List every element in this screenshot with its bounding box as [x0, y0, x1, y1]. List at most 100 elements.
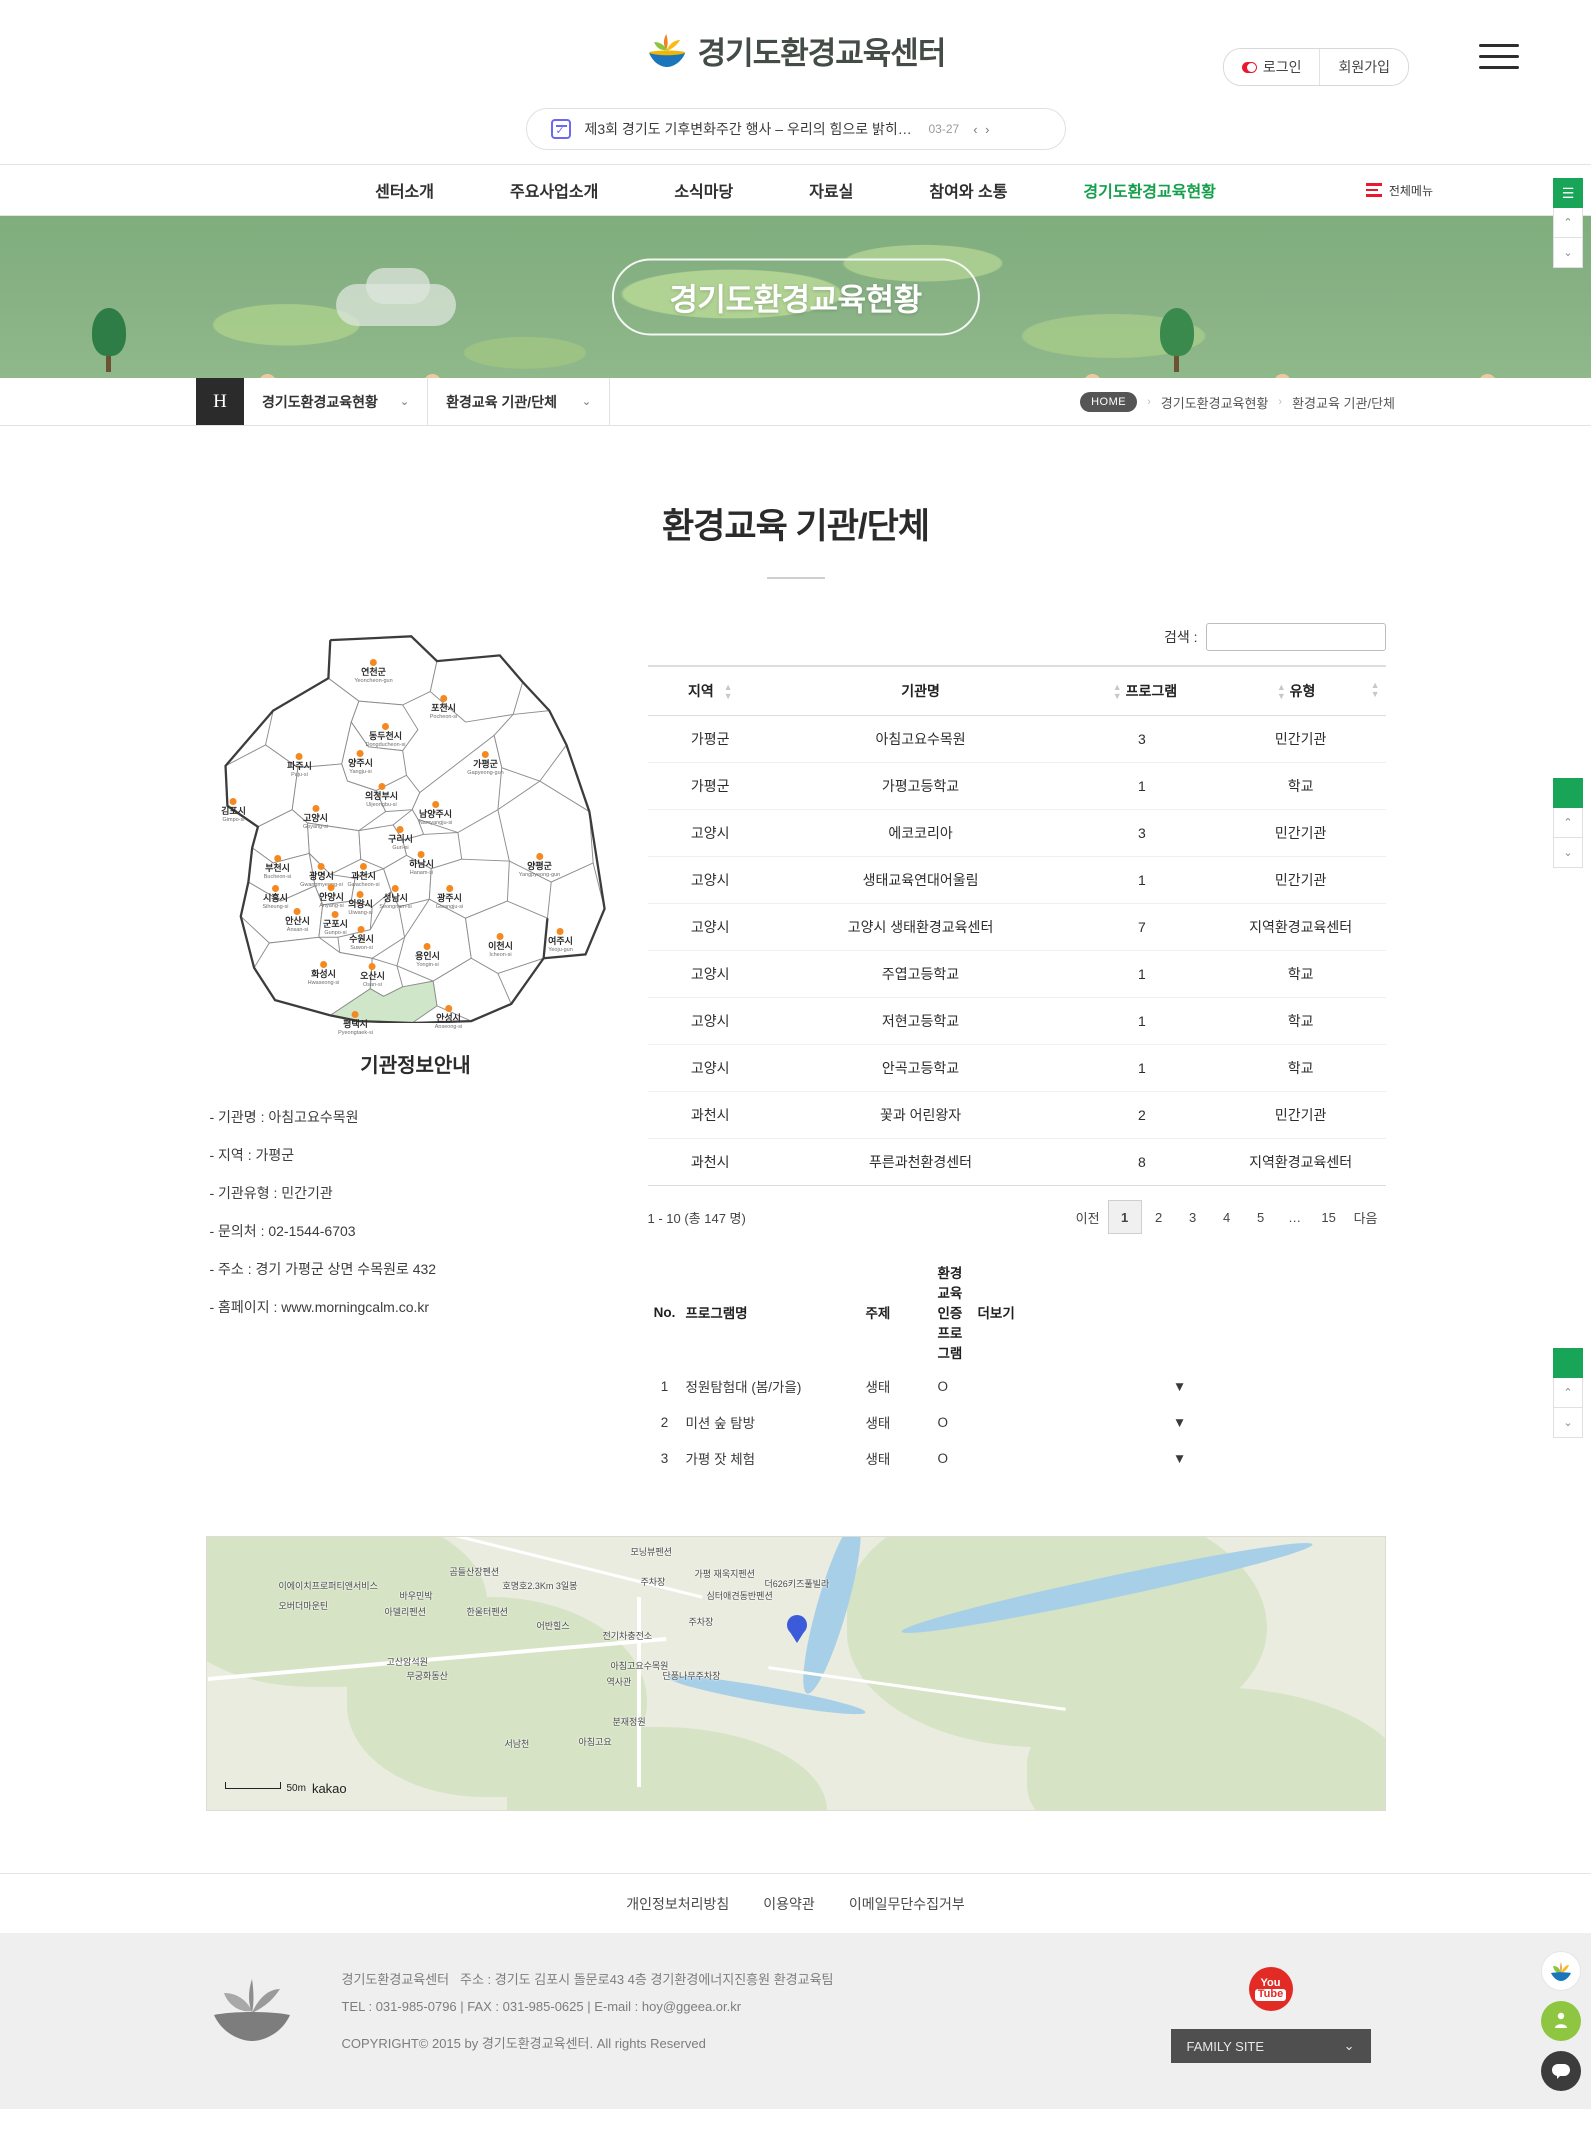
rail-menu-icon-3[interactable] — [1553, 1348, 1583, 1378]
map-region-Yeoju-gun[interactable]: 여주시 Yeoju-gun — [548, 928, 573, 953]
cell-name[interactable]: 생태교육연대어울림 — [772, 856, 1069, 905]
youtube-icon[interactable]: You Tube — [1248, 1967, 1293, 2012]
breadcrumb-level2[interactable]: 환경교육 기관/단체 — [1292, 395, 1395, 411]
map-region-Osan-si[interactable]: 오산시 Osan-si — [360, 963, 385, 988]
signup-button[interactable]: 회원가입 — [1319, 49, 1408, 85]
cell-name[interactable]: 주엽고등학교 — [772, 950, 1069, 999]
home-button[interactable]: H — [196, 378, 244, 425]
map-region-Gwacheon-si[interactable]: 과천시 Gwacheon-si — [347, 863, 380, 888]
notice-text[interactable]: 제3회 경기도 기후변화주간 행사 – 우리의 힘으로 밝히는 지구(4.15.… — [584, 121, 915, 137]
nav-item-news[interactable]: 소식마당 — [674, 184, 734, 201]
map-region-Uiwang-si[interactable]: 의왕시 Uiwang-si — [348, 891, 373, 916]
family-site-select[interactable]: FAMILY SITE ⌄ — [1170, 2029, 1371, 2064]
pagination-page-4[interactable]: 4 — [1222, 1209, 1231, 1225]
homepage-link[interactable]: www.morningcalm.co.kr — [281, 1299, 430, 1315]
rail-scroll-down-icon-3[interactable]: ⌄ — [1553, 1408, 1583, 1438]
hamburger-menu-icon[interactable] — [1479, 44, 1519, 70]
table-row[interactable]: 고양시 에코코리아 3 민간기관 — [647, 809, 1386, 858]
program-row[interactable]: 2 미션 숲 탐방 생태 O ▼ — [648, 1404, 1386, 1440]
cell-name[interactable]: 푸른과천환경센터 — [772, 1138, 1069, 1187]
pagination-prev[interactable]: 이전 — [1075, 1210, 1100, 1226]
map-region-Yeoncheon-gun[interactable]: 연천군 Yeoncheon-gun — [354, 659, 393, 684]
cell-name[interactable]: 가평고등학교 — [772, 762, 1069, 811]
pagination-page-15[interactable]: 15 — [1321, 1209, 1336, 1225]
table-row[interactable]: 가평군 아침고요수목원 3 민간기관 — [647, 715, 1386, 764]
map-region-Suwon-si[interactable]: 수원시 Suwon-si — [349, 926, 374, 951]
pagination-page-5[interactable]: 5 — [1256, 1209, 1265, 1225]
rail-scroll-down-icon-2[interactable]: ⌄ — [1553, 838, 1583, 868]
footer-link-email-reject[interactable]: 이메일무단수집거부 — [848, 1895, 965, 1912]
cell-name[interactable]: 꽃과 어린왕자 — [772, 1091, 1069, 1140]
map-region-Anyang-si[interactable]: 안양시 Anyang-si — [319, 884, 344, 909]
rail-menu-icon-2[interactable] — [1553, 778, 1583, 808]
map-region-Pyeongtaek-si[interactable]: 평택시 Pyeongtaek-si — [338, 1011, 373, 1036]
footer-link-terms[interactable]: 이용약관 — [763, 1895, 815, 1912]
notice-banner[interactable]: 제3회 경기도 기후변화주간 행사 – 우리의 힘으로 밝히는 지구(4.15.… — [525, 108, 1066, 150]
column-header-type[interactable]: ▲ ▼ 유형 ▲ ▼ — [1215, 665, 1386, 717]
program-expand-icon[interactable]: ▼ — [1172, 1414, 1187, 1430]
map-region-Hanam-si[interactable]: 하남시 Hanam-si — [409, 851, 434, 876]
map-region-Ansan-si[interactable]: 안산시 Ansan-si — [285, 908, 310, 933]
map-region-Yangpyeong-gun[interactable]: 양평군 Yangpyeong-gun — [519, 853, 560, 878]
table-row[interactable]: 고양시 생태교육연대어울림 1 민간기관 — [647, 856, 1386, 905]
program-row[interactable]: 1 정원탐험대 (봄/가을) 생태 O ▼ — [648, 1368, 1386, 1404]
pagination-page-1[interactable]: 1 — [1107, 1200, 1142, 1235]
table-row[interactable]: 고양시 주엽고등학교 1 학교 — [647, 950, 1386, 999]
breadcrumb-home[interactable]: HOME — [1080, 392, 1138, 412]
kakao-map[interactable]: 모닝뷰펜션 곰들산장펜션 가평 재욱지펜션 이에이치프로퍼티앤서비스 주차장 더626키즈… — [205, 1536, 1386, 1812]
nav-item-edu-status[interactable]: 경기도환경교육현황 — [1083, 184, 1216, 201]
map-region-Seongnam-si[interactable]: 성남시 Seongnam-si — [379, 885, 412, 910]
table-row[interactable]: 고양시 고양시 생태환경교육센터 7 지역환경교육센터 — [647, 903, 1386, 952]
person-fab-icon[interactable] — [1541, 2001, 1581, 2042]
map-region-Bucheon-si[interactable]: 부천시 Bucheon-si — [264, 855, 291, 880]
map-region-Gimpo-si[interactable]: 김포시 Gimpo-si — [221, 798, 246, 823]
program-row[interactable]: 3 가평 잣 체험 생태 O ▼ — [648, 1440, 1386, 1476]
site-logo[interactable]: 경기도환경교육센터 — [646, 28, 946, 73]
nav-item-resources[interactable]: 자료실 — [809, 184, 854, 201]
cell-name[interactable]: 저현고등학교 — [772, 997, 1069, 1046]
map-region-Gunpo-si[interactable]: 군포시 Gunpo-si — [323, 911, 348, 936]
program-expand-icon[interactable]: ▼ — [1172, 1450, 1187, 1466]
map-region-Uijeongbu-si[interactable]: 의정부시 Uijeongbu-si — [365, 783, 398, 808]
map-region-Siheung-si[interactable]: 시흥시 Siheung-si — [263, 885, 289, 910]
nav-item-participation[interactable]: 참여와 소통 — [929, 184, 1008, 201]
program-expand-icon[interactable]: ▼ — [1172, 1378, 1187, 1394]
cell-name[interactable]: 아침고요수목원 — [772, 715, 1069, 764]
column-header-region[interactable]: 지역 ▲ ▼ — [647, 665, 773, 717]
table-row[interactable]: 고양시 안곡고등학교 1 학교 — [647, 1044, 1386, 1093]
map-region-Gwangju-si[interactable]: 광주시 Gwangju-si — [436, 885, 463, 910]
table-row[interactable]: 가평군 가평고등학교 1 학교 — [647, 762, 1386, 811]
map-region-Gwangmyeong-si[interactable]: 광명시 Gwangmyeong-si — [300, 863, 343, 888]
chat-fab-icon[interactable] — [1541, 2051, 1581, 2092]
column-header-programs[interactable]: ▲ ▼ 프로그램 — [1068, 665, 1216, 717]
location-pin-icon[interactable] — [786, 1615, 807, 1644]
table-row[interactable]: 고양시 저현고등학교 1 학교 — [647, 997, 1386, 1046]
pagination-page-3[interactable]: 3 — [1188, 1209, 1197, 1225]
map-region-Namyangju-si[interactable]: 남양주시 Namyangju-si — [419, 801, 452, 826]
pagination-next[interactable]: 다음 — [1353, 1210, 1378, 1226]
cell-name[interactable]: 안곡고등학교 — [772, 1044, 1069, 1093]
pagination-page-…[interactable]: … — [1288, 1209, 1302, 1225]
map-region-Anseong-si[interactable]: 안성시 Anseong-si — [435, 1005, 462, 1030]
map-region-Guri-si[interactable]: 구리시 Guri-si — [388, 826, 413, 851]
subnav-select-subcategory[interactable]: 환경교육 기관/단체 ⌄ — [428, 378, 611, 425]
table-row[interactable]: 과천시 푸른과천환경센터 8 지역환경교육센터 — [647, 1138, 1386, 1187]
all-menu-button[interactable]: 전체메뉴 — [1365, 182, 1433, 199]
nav-item-center-intro[interactable]: 센터소개 — [375, 184, 434, 201]
gyeonggi-map-svg[interactable] — [206, 623, 626, 1025]
cell-name[interactable]: 고양시 생태환경교육센터 — [772, 903, 1069, 952]
map-region-Yongin-si[interactable]: 용인시 Yongin-si — [415, 943, 440, 968]
login-button[interactable]: 로그인 — [1223, 49, 1320, 85]
pagination-page-2[interactable]: 2 — [1154, 1209, 1163, 1225]
column-header-name[interactable]: 기관명 — [772, 665, 1069, 717]
subnav-select-category[interactable]: 경기도환경교육현황 ⌄ — [244, 378, 429, 425]
rail-scroll-up-icon-3[interactable]: ⌃ — [1553, 1378, 1583, 1408]
rail-scroll-up-icon-2[interactable]: ⌃ — [1553, 808, 1583, 838]
map-region-Gapyeong-gun[interactable]: 가평군 Gapyeong-gun — [467, 751, 504, 776]
breadcrumb-level1[interactable]: 경기도환경교육현황 — [1160, 395, 1269, 411]
rail-scroll-down-icon[interactable]: ⌄ — [1553, 238, 1583, 268]
map-region-Dongducheon-si[interactable]: 동두천시 Dongducheon-si — [365, 723, 406, 748]
table-row[interactable]: 과천시 꽃과 어린왕자 2 민간기관 — [647, 1091, 1386, 1140]
search-input[interactable] — [1205, 623, 1386, 651]
footer-link-privacy[interactable]: 개인정보처리방침 — [626, 1895, 730, 1912]
